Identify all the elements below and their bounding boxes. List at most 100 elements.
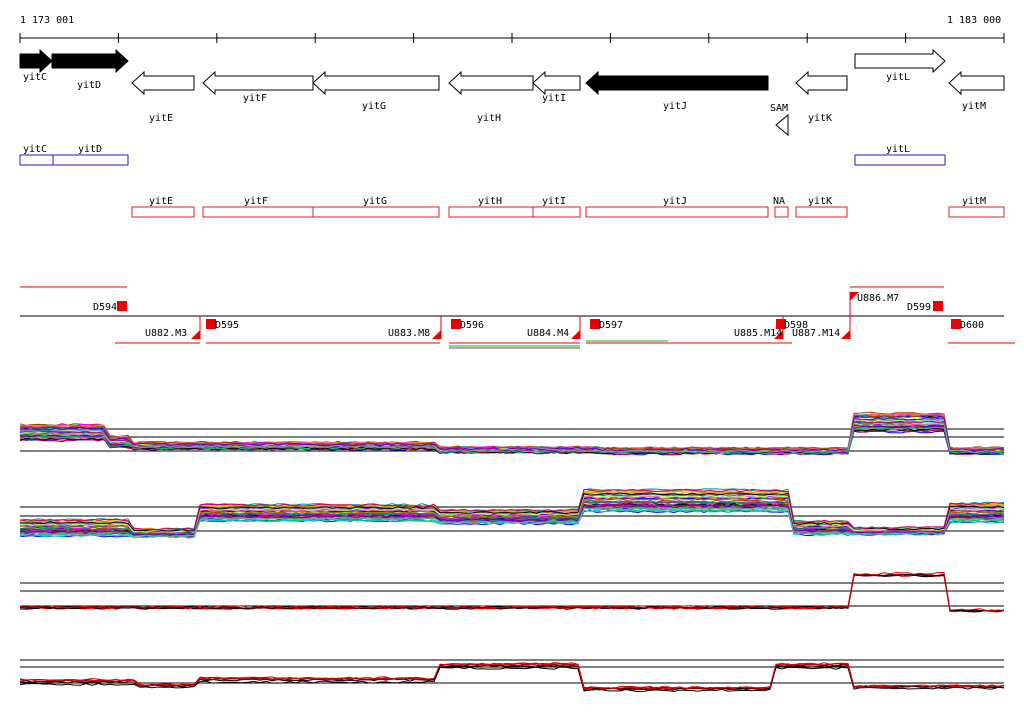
d-feature-marker-D599 (933, 301, 943, 311)
annot-box-yitC (19, 154, 54, 166)
d-feature-label-D598: D598 (784, 320, 808, 331)
annot-box-yitH (448, 206, 534, 218)
annot-label-yitK: yitK (808, 196, 832, 207)
u-feature-label-U883.M8: U883.M8 (388, 328, 430, 339)
expression-series-line (19, 572, 1005, 612)
gene-arrow-yitD (51, 48, 129, 74)
gene-arrow-yitL (854, 48, 946, 74)
gene-arrow-yitI (532, 70, 581, 96)
gene-label-yitI: yitI (542, 93, 566, 104)
u-feature-marker-U887.M14 (841, 330, 850, 339)
gene-label-yitH: yitH (477, 113, 501, 124)
gene-label-yitF: yitF (243, 93, 267, 104)
u-feature-marker-U885.M14 (774, 330, 783, 339)
d-feature-label-D600: D600 (960, 320, 984, 331)
annot-label-yitI: yitI (542, 196, 566, 207)
gene-arrows-track: yitC yitD yitE yitF yitG yitH yitI yitJ yitK yitL… (19, 48, 1005, 137)
expression-series-line (19, 509, 1005, 539)
annot-box-yitI (532, 206, 581, 218)
d-feature-marker-D596 (451, 319, 461, 329)
annot-box-yitE (131, 206, 195, 218)
annot-label-yitG: yitG (363, 196, 387, 207)
expression-series-line (19, 489, 1005, 531)
expression-track-reverse (19, 488, 1005, 539)
annot-label-yitM: yitM (962, 196, 986, 207)
riboswitch-triangle (775, 113, 789, 137)
gene-arrow-yitH (448, 70, 534, 96)
gene-label-yitK: yitK (808, 113, 832, 124)
expression-series-line (19, 422, 1004, 454)
annot-box-yitJ (585, 206, 769, 218)
d-feature-label-D596: D596 (460, 320, 484, 331)
expression-profile-tracks (19, 411, 1005, 693)
annot-label-yitH: yitH (478, 196, 502, 207)
annot-label-yitJ: yitJ (663, 196, 687, 207)
d-feature-marker-D594 (117, 301, 127, 311)
annot-label-yitE: yitE (149, 196, 173, 207)
expression-track-forward (19, 411, 1005, 456)
d-feature-label-D594: D594 (93, 302, 117, 313)
u-feature-marker-U886.M7 (850, 292, 859, 301)
expression-series-line (19, 504, 1005, 536)
expression-series-line (19, 666, 1005, 693)
u-feature-label-U882.M3: U882.M3 (145, 328, 187, 339)
u-feature-marker-U883.M8 (432, 330, 441, 339)
ruler-axis (19, 33, 1005, 43)
u-feature-label-U884.M4: U884.M4 (527, 328, 569, 339)
gene-arrow-yitG (312, 70, 440, 96)
riboswitch-label: SAM (770, 103, 788, 114)
gene-label-yitE: yitE (149, 113, 173, 124)
ruler-end-label: 1 183 000 (947, 15, 1001, 26)
annot-box-riboswitch (774, 206, 789, 218)
u-feature-label-U886.M7: U886.M7 (857, 293, 899, 304)
gene-label-yitD: yitD (77, 80, 101, 91)
ruler-start-label: 1 173 001 (20, 15, 74, 26)
u-feature-marker-U884.M4 (571, 330, 580, 339)
d-feature-marker-D600 (951, 319, 961, 329)
gene-label-yitM: yitM (962, 101, 986, 112)
annot-label-yitC: yitC (23, 144, 47, 155)
d-feature-label-D595: D595 (215, 320, 239, 331)
expression-series-line (19, 426, 1005, 455)
annot-label-yitF: yitF (244, 196, 268, 207)
gene-label-yitJ: yitJ (663, 101, 687, 112)
d-feature-marker-D595 (206, 319, 216, 329)
gene-annotation-track: yitC yitD yitE yitF yitG yitH yitI yitJ yitK yitL… (19, 144, 1005, 218)
coordinate-ruler: 1 173 001 1 183 000 (19, 15, 1005, 43)
gene-arrow-yitC (19, 48, 53, 74)
gene-label-yitG: yitG (362, 101, 386, 112)
expression-series-line (19, 506, 1005, 538)
u-feature-marker-U882.M3 (191, 330, 200, 339)
expression-series-line (19, 495, 1005, 533)
gene-label-yitC: yitC (23, 72, 47, 83)
expression-series-line (19, 662, 1005, 690)
gene-arrow-yitJ (585, 70, 769, 96)
gene-label-yitL: yitL (886, 72, 910, 83)
gene-arrow-yitE (131, 70, 195, 96)
annot-label-yitL: yitL (886, 144, 910, 155)
expression-series-line (19, 413, 1005, 451)
transcript-feature-track: D594 D595 D596 D597 D598 D599 D600 U882.M3 U883.… (20, 286, 1015, 349)
gene-arrow-yitM (948, 70, 1005, 96)
d-feature-marker-D598 (776, 319, 786, 329)
expression-series-line (19, 664, 1005, 691)
expression-series-line (19, 417, 1005, 452)
u-feature-label-U887.M14: U887.M14 (792, 328, 840, 339)
annot-box-yitF (202, 206, 314, 218)
annot-box-yitK (795, 206, 848, 218)
aggregate-track-forward (19, 572, 1005, 613)
u-feature-label-U885.M14: U885.M14 (734, 328, 782, 339)
annot-box-yitL (854, 154, 946, 166)
annot-label-riboswitch: NA (773, 196, 785, 207)
annot-box-yitM (948, 206, 1005, 218)
expression-series-line (19, 490, 1005, 532)
expression-series-line (19, 497, 1005, 534)
d-feature-label-D599: D599 (907, 302, 931, 313)
gene-arrow-yitF (202, 70, 314, 96)
d-feature-label-D597: D597 (599, 320, 623, 331)
expression-series-line (20, 492, 1005, 532)
annot-label-yitD: yitD (78, 144, 102, 155)
gene-arrow-yitK (795, 70, 848, 96)
